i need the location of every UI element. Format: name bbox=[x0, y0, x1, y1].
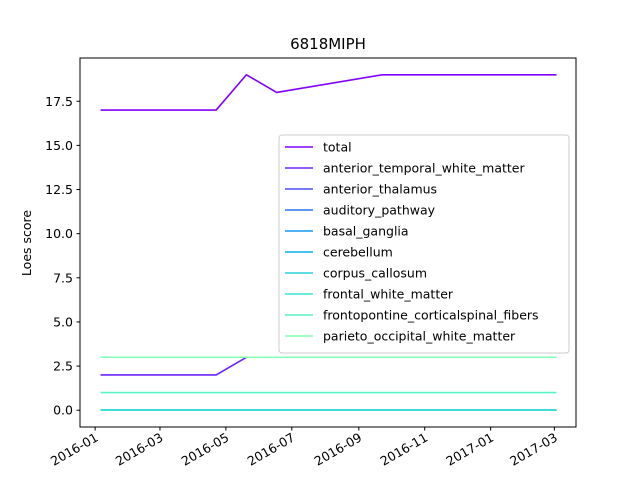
y-tick-label: 0.0 bbox=[53, 403, 73, 418]
chart-title: 6818MIPH bbox=[290, 35, 366, 53]
legend-label-cerebellum: cerebellum bbox=[323, 245, 393, 260]
x-tick-label: 2016-05 bbox=[179, 430, 232, 469]
y-tick-label: 10.0 bbox=[45, 226, 73, 241]
y-tick-label: 7.5 bbox=[53, 270, 73, 285]
x-tick-label: 2016-01 bbox=[48, 430, 101, 469]
y-tick-label: 5.0 bbox=[53, 314, 73, 329]
y-tick-label: 12.5 bbox=[45, 182, 73, 197]
legend-box bbox=[278, 134, 570, 354]
legend-label-anterior_temporal_white_matter: anterior_temporal_white_matter bbox=[323, 161, 525, 176]
series-line-anterior_temporal_white_matter bbox=[100, 356, 557, 376]
legend: total anterior_temporal_white_matteranter… bbox=[278, 134, 570, 354]
x-tick-label: 2016-07 bbox=[245, 430, 298, 469]
legend-label-corpus_callosum: corpus_callosum bbox=[323, 266, 427, 281]
plot-area-frame bbox=[79, 57, 577, 428]
legend-label-frontal_white_matter: frontal_white_matter bbox=[323, 287, 454, 302]
legend-label-parieto_occipital_white_matter: parieto_occipital_white_matter bbox=[323, 329, 516, 344]
x-axis: 2016-01 2016-03 2016-05 2016-07 2016-09 2016-… bbox=[48, 427, 560, 469]
x-tick-label: 2016-03 bbox=[113, 430, 166, 469]
legend-label-anterior_thalamus: anterior_thalamus bbox=[323, 182, 437, 197]
y-axis-label: Loes score bbox=[19, 210, 34, 276]
x-tick-label: 2017-03 bbox=[507, 430, 560, 469]
series-layer bbox=[100, 73, 557, 412]
x-tick-label: 2017-01 bbox=[443, 430, 496, 469]
legend-label-total: total bbox=[323, 140, 352, 155]
y-tick-label: 2.5 bbox=[53, 359, 73, 374]
legend-label-basal_ganglia: basal_ganglia bbox=[323, 224, 409, 239]
series-line-total bbox=[100, 73, 557, 111]
y-tick-label: 15.0 bbox=[45, 138, 73, 153]
legend-label-auditory_pathway: auditory_pathway bbox=[323, 203, 436, 218]
y-axis: 0.0 2.5 5.0 7.5 10.0 12.5 15.0 17.5 bbox=[45, 94, 80, 418]
x-tick-label: 2016-11 bbox=[377, 430, 430, 469]
legend-label-frontopontine_corticalspinal_fibers: frontopontine_corticalspinal_fibers bbox=[323, 308, 539, 323]
x-tick-label: 2016-09 bbox=[312, 430, 365, 469]
y-tick-label: 17.5 bbox=[45, 94, 73, 109]
